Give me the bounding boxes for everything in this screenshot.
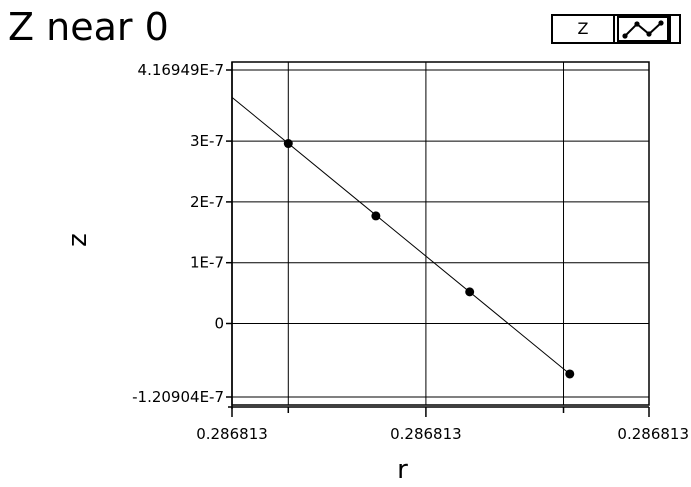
series-group	[231, 96, 575, 379]
axes	[228, 62, 649, 409]
data-point	[565, 369, 575, 379]
y-tick-label: 3E-7	[190, 132, 224, 150]
plot-legend[interactable]: Z	[551, 14, 681, 44]
tick-labels: 4.16949E-7 3E-7 2E-7 1E-7 0 -1.20904E-7 0.2868…	[132, 61, 689, 443]
x-tick-label: 0.286813	[617, 425, 689, 443]
chart-title: Z near 0	[8, 5, 169, 49]
y-tick-label: 0	[214, 314, 224, 332]
y-tick-label: 4.16949E-7	[138, 61, 224, 79]
line-with-points-icon[interactable]	[617, 16, 669, 42]
y-tick-label: 1E-7	[190, 254, 224, 272]
plot-area	[231, 61, 650, 406]
y-axis-label: z	[63, 233, 93, 247]
x-axis-label: r	[397, 455, 408, 485]
grid-lines	[232, 62, 649, 405]
data-point	[283, 139, 293, 149]
y-tick-label: -1.20904E-7	[132, 388, 224, 406]
x-tick-label: 0.286813	[390, 425, 462, 443]
tick-marks	[226, 69, 650, 417]
y-tick-label: 2E-7	[190, 193, 224, 211]
legend-extra	[669, 16, 679, 42]
x-tick-label: 0.286813	[196, 425, 268, 443]
legend-label: Z	[553, 16, 615, 42]
data-point	[465, 287, 475, 297]
data-point	[371, 211, 381, 221]
